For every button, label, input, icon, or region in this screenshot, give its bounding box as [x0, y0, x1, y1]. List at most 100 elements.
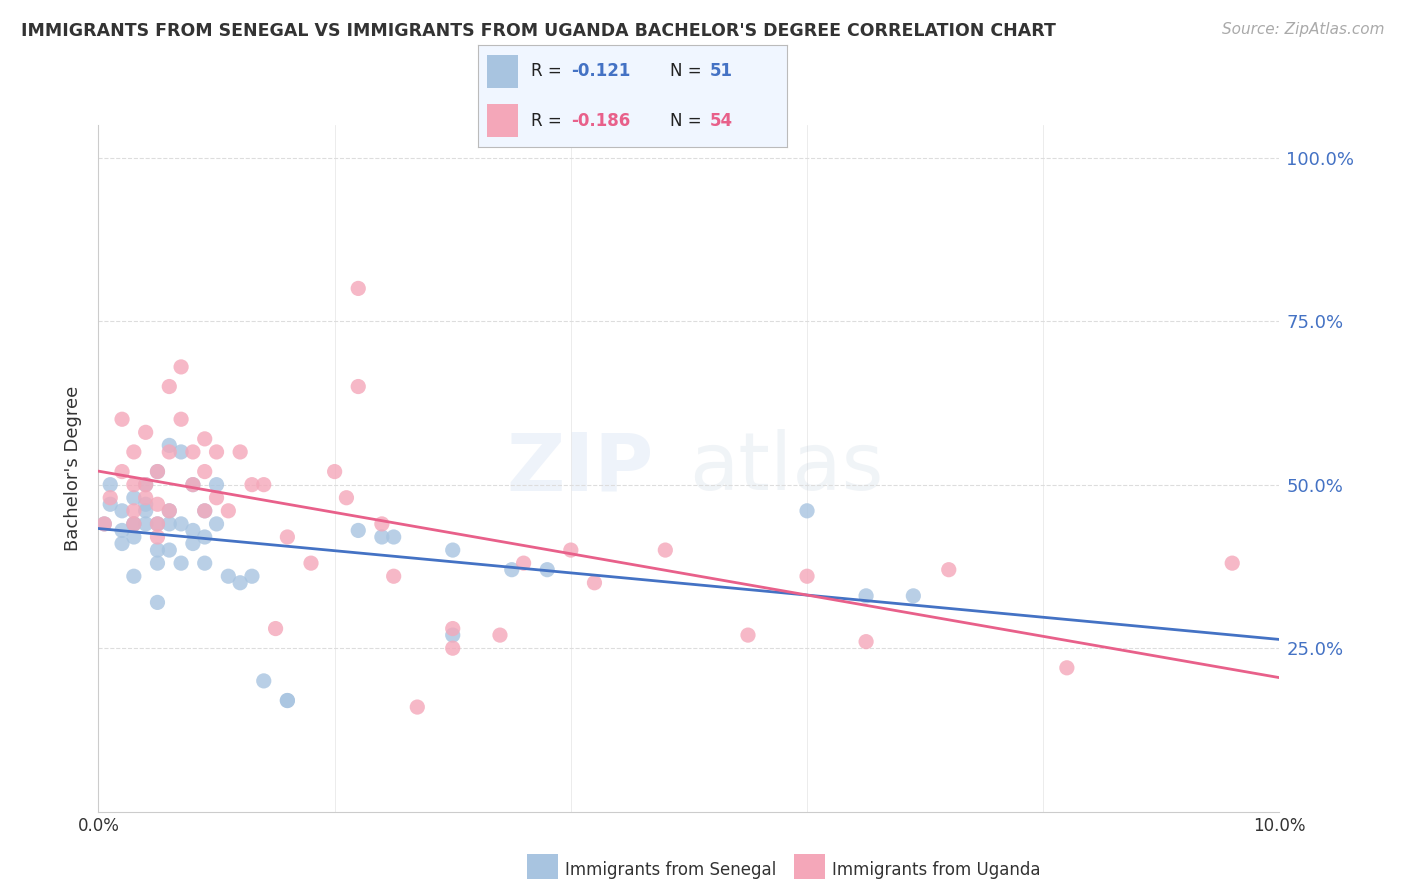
Point: [276, 530, 298, 544]
Point: [111, 465, 134, 479]
Point: [181, 524, 204, 538]
Text: 54: 54: [710, 112, 733, 129]
Point: [371, 530, 394, 544]
Point: [135, 497, 157, 511]
Point: [406, 700, 429, 714]
Point: [240, 477, 263, 491]
Point: [323, 465, 346, 479]
Point: [253, 477, 276, 491]
Point: [489, 628, 512, 642]
Point: [194, 504, 217, 518]
Point: [157, 504, 180, 518]
Text: ZIP: ZIP: [506, 429, 654, 508]
Point: [157, 504, 180, 518]
Point: [796, 504, 818, 518]
Text: atlas: atlas: [689, 429, 883, 508]
Point: [181, 477, 204, 491]
Point: [146, 465, 169, 479]
Point: [796, 569, 818, 583]
FancyBboxPatch shape: [488, 55, 519, 87]
Point: [583, 575, 606, 590]
Point: [229, 575, 252, 590]
Point: [347, 524, 370, 538]
Point: [122, 504, 145, 518]
FancyBboxPatch shape: [488, 104, 519, 137]
Point: [157, 445, 180, 459]
Point: [135, 504, 157, 518]
Point: [157, 438, 180, 452]
Point: [135, 516, 157, 531]
Point: [536, 563, 558, 577]
Text: R =: R =: [530, 112, 567, 129]
Point: [217, 504, 239, 518]
Point: [1056, 661, 1078, 675]
Point: [157, 543, 180, 558]
Point: [1220, 556, 1243, 570]
Point: [276, 693, 298, 707]
Point: [122, 491, 145, 505]
Point: [371, 516, 394, 531]
Point: [441, 622, 464, 636]
Point: [441, 641, 464, 656]
Point: [122, 516, 145, 531]
Point: [217, 569, 239, 583]
Point: [135, 477, 157, 491]
Point: [205, 516, 228, 531]
Point: [135, 491, 157, 505]
Point: [181, 477, 204, 491]
Point: [903, 589, 925, 603]
Point: [441, 543, 464, 558]
Point: [122, 530, 145, 544]
Point: [111, 504, 134, 518]
Point: [299, 556, 322, 570]
Point: [276, 693, 298, 707]
Point: [111, 536, 134, 550]
Point: [146, 595, 169, 609]
Point: [654, 543, 676, 558]
Point: [98, 497, 121, 511]
Point: [855, 634, 877, 648]
Point: [264, 622, 287, 636]
Point: [347, 379, 370, 393]
Point: [737, 628, 759, 642]
Point: [93, 516, 115, 531]
Point: [146, 543, 169, 558]
Text: N =: N =: [669, 62, 707, 80]
Point: [122, 569, 145, 583]
Point: [194, 504, 217, 518]
Point: [146, 556, 169, 570]
Point: [560, 543, 582, 558]
Point: [205, 491, 228, 505]
Point: [194, 465, 217, 479]
Point: [194, 556, 217, 570]
Text: Immigrants from Senegal: Immigrants from Senegal: [565, 861, 776, 879]
Point: [205, 445, 228, 459]
Text: -0.186: -0.186: [571, 112, 630, 129]
Point: [335, 491, 357, 505]
Text: 51: 51: [710, 62, 733, 80]
Text: R =: R =: [530, 62, 567, 80]
Point: [146, 497, 169, 511]
Point: [194, 432, 217, 446]
Text: Immigrants from Uganda: Immigrants from Uganda: [832, 861, 1040, 879]
Point: [194, 530, 217, 544]
Point: [240, 569, 263, 583]
Point: [146, 516, 169, 531]
Point: [135, 477, 157, 491]
Point: [122, 445, 145, 459]
Point: [181, 536, 204, 550]
Point: [441, 628, 464, 642]
Point: [146, 530, 169, 544]
Point: [122, 516, 145, 531]
Point: [157, 379, 180, 393]
Point: [382, 569, 405, 583]
Text: -0.121: -0.121: [571, 62, 630, 80]
Point: [501, 563, 523, 577]
Point: [347, 281, 370, 295]
Point: [170, 516, 193, 531]
Text: N =: N =: [669, 112, 707, 129]
Point: [157, 516, 180, 531]
Point: [93, 516, 115, 531]
Point: [111, 524, 134, 538]
Point: [98, 477, 121, 491]
